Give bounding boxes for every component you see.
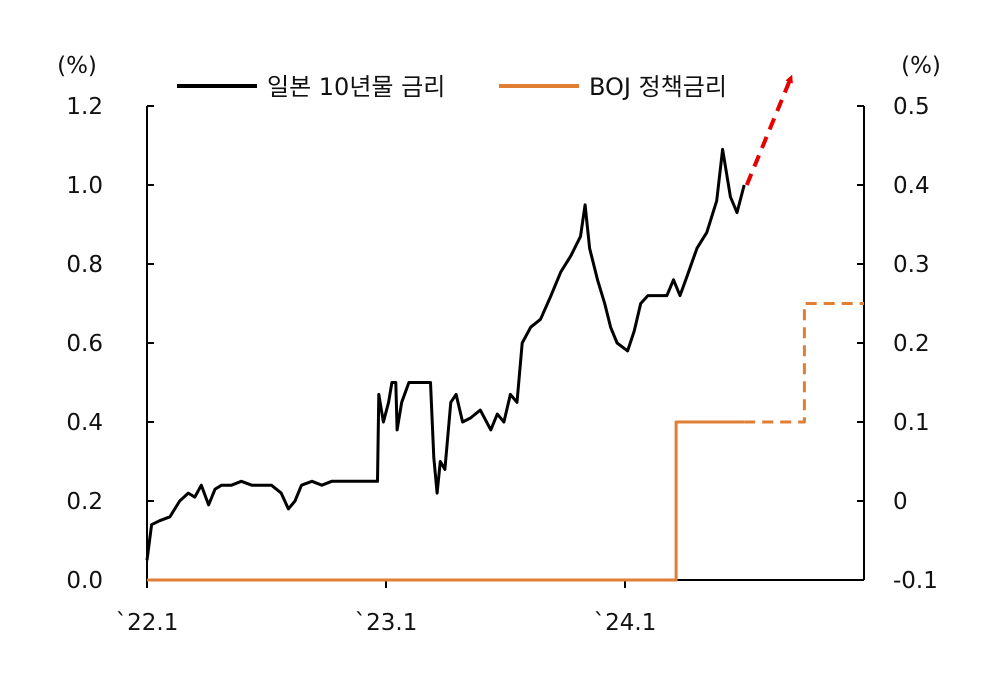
legend-label: BOJ 정책금리 [589, 73, 727, 101]
y-right-tick-label: 0 [893, 489, 908, 515]
y-left-unit-label: (%) [57, 53, 97, 79]
y-left-tick-label: 0.0 [66, 568, 103, 594]
y-left-tick-label: 0.2 [66, 489, 103, 515]
y-left-tick-label: 0.4 [66, 410, 103, 436]
x-tick-label: `23.1 [355, 610, 418, 636]
y-right-tick-label: 0.2 [893, 331, 930, 357]
y-right-tick-label: 0.4 [893, 173, 930, 199]
y-right-tick-label: 0.1 [893, 410, 930, 436]
y-right-tick-label: 0.3 [893, 252, 930, 278]
y-right-unit-label: (%) [901, 53, 941, 79]
y-left-tick-label: 1.2 [66, 94, 103, 120]
y-right-tick-label: -0.1 [893, 568, 938, 594]
legend-label: 일본 10년물 금리 [267, 73, 445, 101]
y-left-tick-label: 0.8 [66, 252, 103, 278]
series-layer [145, 147, 864, 582]
x-tick-label: `22.1 [116, 610, 179, 636]
y-left-tick-label: 1.0 [66, 173, 103, 199]
y-left-tick-label: 0.6 [66, 331, 103, 357]
forecast-arrow [744, 74, 793, 186]
series-line-boj-forecast [744, 302, 864, 424]
annotation-layer [744, 74, 793, 186]
legend: 일본 10년물 금리 BOJ 정책금리 [177, 73, 727, 101]
x-tick-label: `24.1 [594, 610, 657, 636]
axes: 0.0 0.2 0.4 0.6 0.8 1.0 1.2 -0.1 0 0.1 0.2 0.3 0.4 0.… [57, 53, 941, 636]
series-line-jgb10y [145, 147, 746, 561]
series-line-boj [147, 420, 745, 582]
y-right-tick-label: 0.5 [893, 94, 930, 120]
